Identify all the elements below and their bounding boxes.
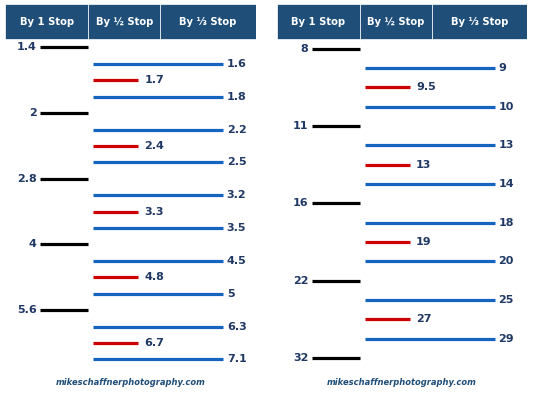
Text: By ⅓ Stop: By ⅓ Stop bbox=[179, 17, 237, 27]
Text: 3.2: 3.2 bbox=[227, 190, 246, 200]
Bar bbox=[88, 4, 160, 39]
Text: 20: 20 bbox=[499, 257, 514, 267]
Text: By ½ Stop: By ½ Stop bbox=[367, 17, 424, 27]
Text: 2.4: 2.4 bbox=[144, 141, 164, 151]
Text: 19: 19 bbox=[416, 237, 431, 247]
Bar bbox=[160, 4, 256, 39]
Text: mikeschaffnerphotography.com: mikeschaffnerphotography.com bbox=[327, 378, 477, 387]
Text: 8: 8 bbox=[301, 44, 308, 54]
Text: 2.2: 2.2 bbox=[227, 124, 246, 134]
Text: By 1 Stop: By 1 Stop bbox=[19, 17, 74, 27]
Bar bbox=[277, 4, 359, 39]
Text: 2.5: 2.5 bbox=[227, 157, 246, 167]
Text: By ½ Stop: By ½ Stop bbox=[96, 17, 153, 27]
Text: 1.7: 1.7 bbox=[144, 75, 164, 85]
Text: By ⅓ Stop: By ⅓ Stop bbox=[451, 17, 508, 27]
Text: 5: 5 bbox=[227, 289, 235, 299]
Text: 13: 13 bbox=[416, 160, 431, 170]
Text: 3.3: 3.3 bbox=[144, 207, 164, 217]
Text: 13: 13 bbox=[499, 140, 514, 150]
Text: 5.6: 5.6 bbox=[17, 305, 37, 315]
Text: 4.8: 4.8 bbox=[144, 272, 164, 282]
Text: 1.6: 1.6 bbox=[227, 59, 246, 69]
Text: 29: 29 bbox=[499, 334, 514, 344]
Text: 6.7: 6.7 bbox=[144, 338, 164, 348]
Text: 7.1: 7.1 bbox=[227, 354, 246, 364]
Bar bbox=[359, 4, 432, 39]
Text: 3.5: 3.5 bbox=[227, 223, 246, 233]
Text: 2: 2 bbox=[29, 108, 37, 118]
Text: 14: 14 bbox=[499, 179, 514, 189]
Bar bbox=[432, 4, 527, 39]
Bar bbox=[5, 4, 88, 39]
Text: By 1 Stop: By 1 Stop bbox=[291, 17, 345, 27]
Text: 11: 11 bbox=[293, 121, 308, 131]
Text: 6.3: 6.3 bbox=[227, 322, 246, 332]
Text: 2.8: 2.8 bbox=[17, 174, 37, 184]
Text: 4.5: 4.5 bbox=[227, 256, 246, 266]
Text: 16: 16 bbox=[293, 198, 308, 208]
Text: 10: 10 bbox=[499, 102, 514, 112]
Text: 1.4: 1.4 bbox=[17, 42, 37, 52]
Text: 9: 9 bbox=[499, 63, 506, 73]
Text: 1.8: 1.8 bbox=[227, 92, 246, 102]
Text: 4: 4 bbox=[29, 239, 37, 249]
Text: 25: 25 bbox=[499, 295, 514, 305]
Text: 18: 18 bbox=[499, 218, 514, 228]
Text: 22: 22 bbox=[293, 276, 308, 286]
Text: 27: 27 bbox=[416, 314, 431, 324]
Text: 32: 32 bbox=[293, 353, 308, 363]
Text: 9.5: 9.5 bbox=[416, 83, 436, 93]
Text: mikeschaffnerphotography.com: mikeschaffnerphotography.com bbox=[55, 378, 206, 387]
